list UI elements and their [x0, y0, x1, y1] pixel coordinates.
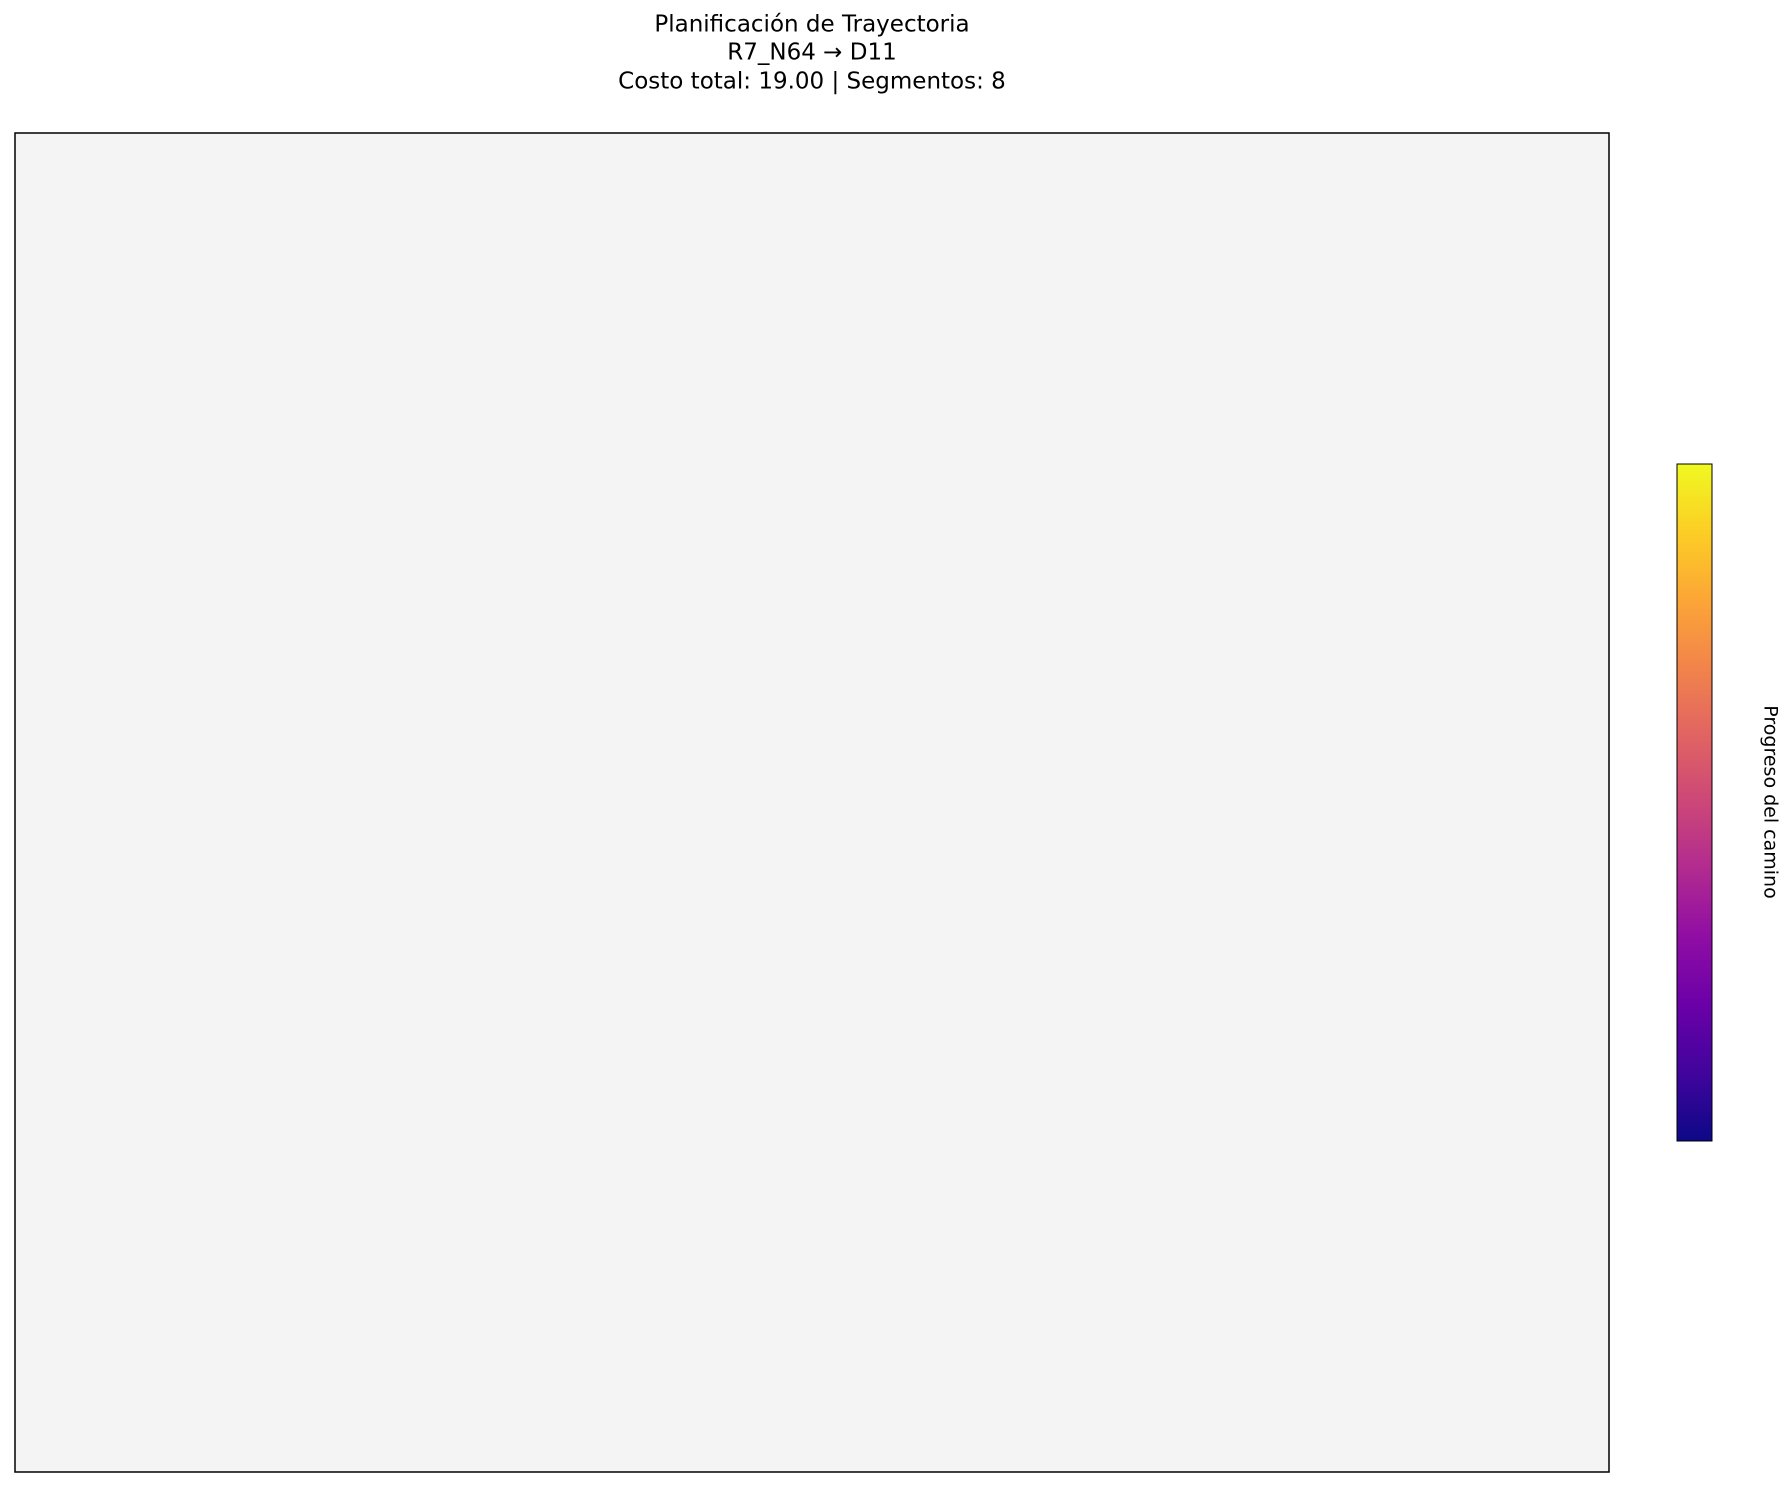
- colorbar: [1676, 463, 1713, 1142]
- title-line: R7_N64 → D11: [727, 40, 896, 66]
- title-line: Costo total: 19.00 | Segmentos: 8: [618, 69, 1006, 95]
- colorbar-label: Progreso del camino: [1760, 705, 1782, 898]
- title-line: Planificación de Trayectoria: [654, 12, 969, 38]
- plot-frame: [14, 132, 1610, 1473]
- plot-area: [15, 133, 1609, 1472]
